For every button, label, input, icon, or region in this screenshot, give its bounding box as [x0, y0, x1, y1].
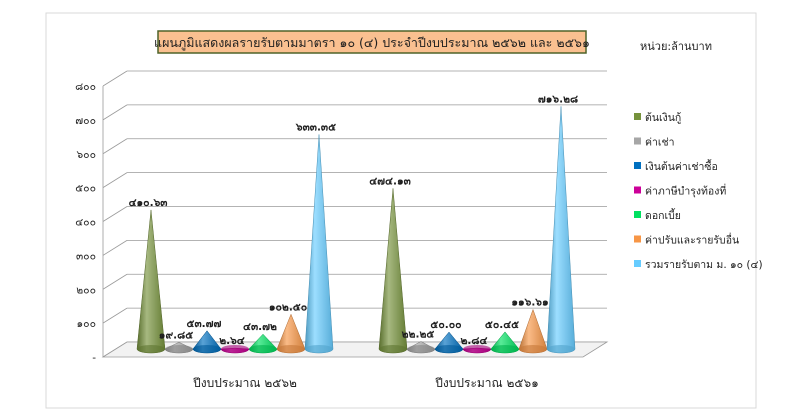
data-label: ๒๒.๒๕: [402, 328, 435, 340]
cone-bar: [462, 345, 492, 354]
legend-item: ค่าภาษีบำรุงท้องที่: [634, 184, 726, 198]
data-label: ๕๓.๗๗: [187, 318, 222, 330]
gridline-depth: [102, 206, 128, 222]
legend-label: รวมรายรับตาม ม. ๑๐ (๔): [645, 259, 763, 271]
legend-item: ต้นเงินกู้: [634, 112, 681, 124]
legend-item: ค่าปรับและรายรับอื่น: [634, 233, 739, 247]
cone-bar: [434, 331, 464, 354]
cone-bar: [192, 330, 222, 354]
gridline-depth: [102, 240, 128, 256]
legend-label: ค่าเช่า: [645, 137, 675, 149]
x-category-label: ปีงบประมาณ ๒๕๖๑: [435, 376, 539, 390]
legend-label: ต้นเงินกู้: [645, 112, 681, 124]
y-tick-label: ๘๐๐: [75, 81, 96, 93]
y-tick-label: ๓๐๐: [76, 250, 96, 262]
y-tick-label: ๔๐๐: [75, 217, 96, 229]
legend-swatch: [634, 113, 641, 120]
y-tick-label: ๒๐๐: [76, 284, 96, 296]
title-box: [157, 30, 587, 54]
legend-label: เงินต้นค่าเช่าซื้อ: [645, 159, 718, 173]
y-tick-label: -: [92, 352, 96, 364]
legend-label: ค่าภาษีบำรุงท้องที่: [645, 184, 726, 198]
legend-swatch: [634, 235, 641, 243]
data-label: ๗๑๖.๒๘: [538, 93, 578, 105]
legend-label: ค่าปรับและรายรับอื่น: [645, 233, 739, 247]
x-category-label: ปีงบประมาณ ๒๕๖๒: [193, 376, 297, 390]
data-label: ๔๓.๗๒: [243, 321, 277, 333]
legend-item: รวมรายรับตาม ม. ๑๐ (๔): [634, 259, 763, 271]
data-label: ๒.๖๔: [219, 335, 245, 347]
y-tick-label: ๖๐๐: [77, 149, 96, 161]
legend-label: ดอกเบี้ย: [645, 208, 681, 222]
cone-bar: [304, 134, 334, 354]
legend-swatch: [634, 137, 641, 145]
gridline-depth: [102, 138, 128, 155]
gridline-depth: [102, 307, 128, 324]
legend-swatch: [634, 260, 641, 267]
legend-item: ดอกเบี้ย: [634, 208, 681, 222]
chart-title: แผนภูมิแสดงผลรายรับตามมาตรา ๑๐ (๔) ประจำ…: [154, 35, 590, 51]
gridline-depth: [102, 70, 128, 87]
gridline-depth: [102, 172, 128, 188]
legend-swatch: [634, 186, 641, 194]
legend: ต้นเงินกู้ค่าเช่าเงินต้นค่าเช่าซื้อค่าภา…: [634, 112, 763, 271]
legend-item: เงินต้นค่าเช่าซื้อ: [634, 159, 718, 173]
data-label: ๕๐.๐๐: [430, 319, 461, 331]
gridline-depth: [102, 104, 128, 121]
legend-item: ค่าเช่า: [634, 137, 675, 149]
data-label: ๒.๘๔: [461, 335, 488, 347]
data-label: ๔๗๔.๑๓: [369, 175, 411, 187]
legend-swatch: [634, 211, 641, 218]
gridline-depth: [102, 273, 128, 290]
cone-bar: [406, 341, 436, 354]
y-tick-label: ๑๐๐: [77, 318, 96, 330]
data-label: ๔๑๐.๖๓: [129, 197, 168, 209]
data-label: ๕๐.๔๕: [485, 319, 519, 331]
data-label: ๑๙.๘๕: [159, 329, 193, 341]
cone-bar: [248, 333, 278, 354]
y-tick-label: ๕๐๐: [75, 183, 96, 195]
data-label: ๖๓๓.๓๕: [295, 121, 336, 133]
data-label: ๑๐๒.๕๐: [269, 301, 307, 313]
legend-swatch: [634, 162, 641, 169]
unit-label: หน่วย:ล้านบาท: [640, 40, 712, 53]
cone-bar: [276, 313, 306, 354]
y-tick-label: ๗๐๐: [75, 115, 96, 127]
data-label: ๑๑๖.๖๑: [511, 296, 548, 308]
cone-bar: [546, 106, 576, 354]
